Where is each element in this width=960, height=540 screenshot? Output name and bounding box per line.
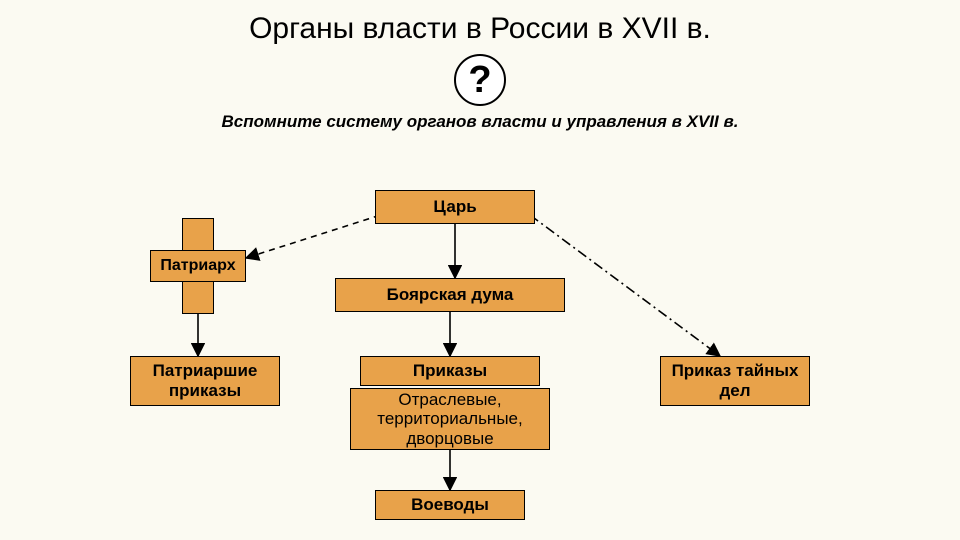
node-label: Приказ тайных дел bbox=[667, 361, 803, 400]
node-label: Патриаршие приказы bbox=[137, 361, 273, 400]
node-label: Царь bbox=[433, 197, 476, 217]
node-label: Отраслевые, территориальные, дворцовые bbox=[357, 390, 543, 449]
node-voevody: Воеводы bbox=[375, 490, 525, 520]
node-orders-sub: Отраслевые, территориальные, дворцовые bbox=[350, 388, 550, 450]
subtitle: Вспомните систему органов власти и управ… bbox=[0, 112, 960, 132]
node-secret: Приказ тайных дел bbox=[660, 356, 810, 406]
node-orders: Приказы bbox=[360, 356, 540, 386]
page-title: Органы власти в России в XVII в. bbox=[0, 0, 960, 46]
node-tsar: Царь bbox=[375, 190, 535, 224]
node-label: Приказы bbox=[413, 361, 487, 381]
node-label: Воеводы bbox=[411, 495, 489, 515]
node-label: Боярская дума bbox=[387, 285, 514, 305]
node-duma: Боярская дума bbox=[335, 278, 565, 312]
question-icon: ? bbox=[454, 54, 506, 106]
node-patriarch: Патриарх bbox=[150, 218, 246, 314]
node-patriarch-orders: Патриаршие приказы bbox=[130, 356, 280, 406]
node-label: Патриарх bbox=[150, 250, 246, 282]
